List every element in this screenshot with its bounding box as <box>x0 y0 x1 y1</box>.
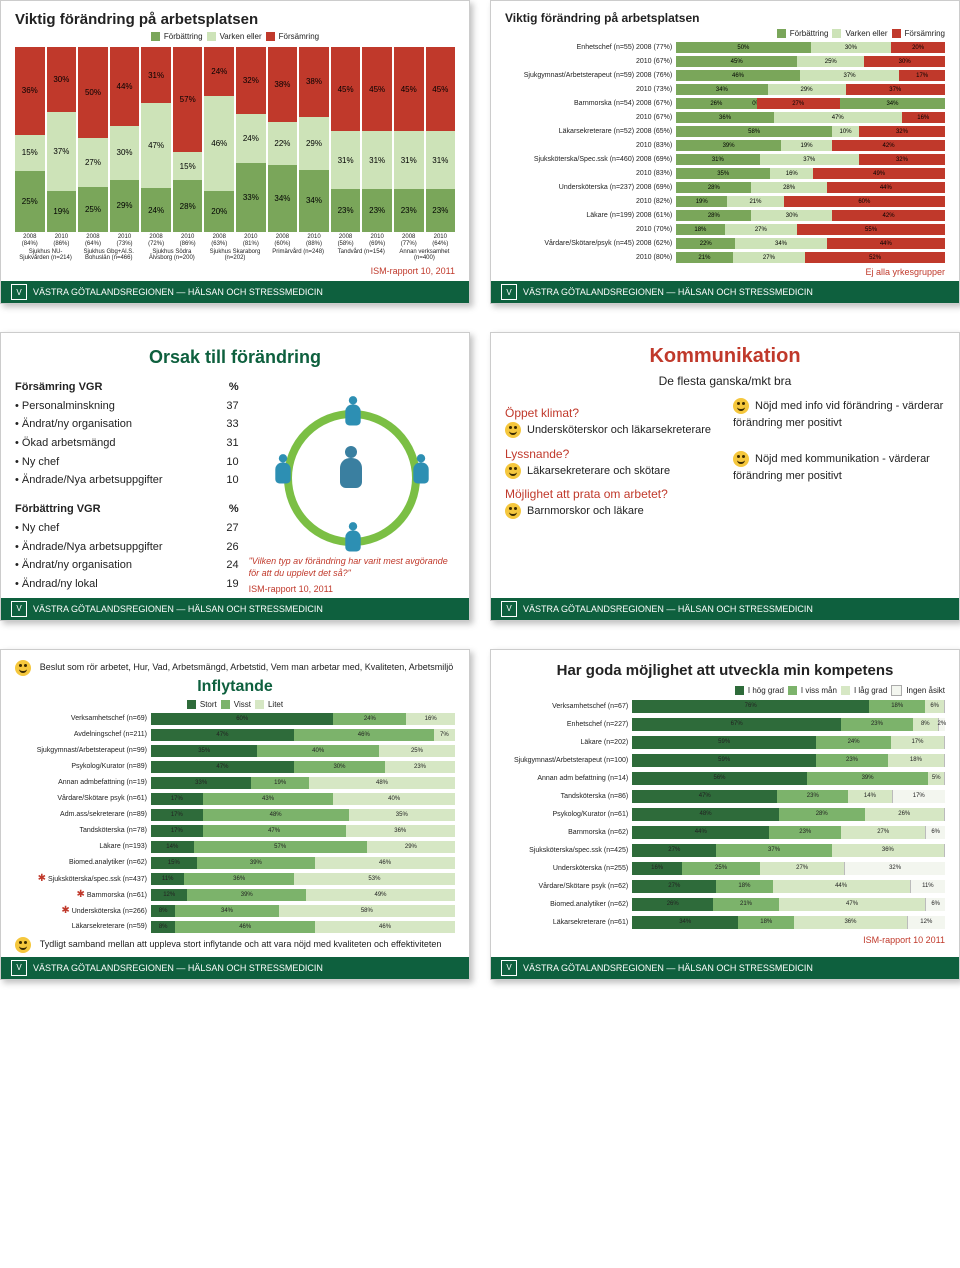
slide-1: Viktig förändring på arbetsplatsen Förbä… <box>0 0 470 304</box>
slide5-top: Beslut som rör arbetet, Hur, Vad, Arbets… <box>15 660 455 676</box>
slide5-bottom: Tydligt samband mellan att uppleva stort… <box>15 937 455 953</box>
vgr-logo-icon: V <box>501 960 517 976</box>
slide4-right: Nöjd med info vid förändring - värderar … <box>733 398 945 520</box>
slide5-rows: Verksamhetschef (n=69)60%24%16%Avdelning… <box>15 713 455 933</box>
slide-5: Beslut som rör arbetet, Hur, Vad, Arbets… <box>0 649 470 980</box>
vgr-logo-icon: V <box>501 601 517 617</box>
smiley-icon <box>15 937 31 953</box>
slide2-legend: Förbättring Varken eller Försämring <box>505 29 945 38</box>
footer-text: VÄSTRA GÖTALANDSREGIONEN — HÄLSAN OCH ST… <box>33 604 323 614</box>
slide-footer: V VÄSTRA GÖTALANDSREGIONEN — HÄLSAN OCH … <box>1 598 469 620</box>
slide1-legend: Förbättring Varken eller Försämring <box>15 32 455 41</box>
footer-text: VÄSTRA GÖTALANDSREGIONEN — HÄLSAN OCH ST… <box>33 287 323 297</box>
slide2-title: Viktig förändring på arbetsplatsen <box>505 11 945 25</box>
slide-footer: V VÄSTRA GÖTALANDSREGIONEN — HÄLSAN OCH … <box>1 957 469 979</box>
slide-footer: V VÄSTRA GÖTALANDSREGIONEN — HÄLSAN OCH … <box>491 281 959 303</box>
slide3-note: ISM-rapport 10, 2011 <box>249 584 455 594</box>
slide1-xlabels: 2008 (84%)2010 (86%)2008 (64%)2010 (73%)… <box>15 234 455 247</box>
slide-footer: V VÄSTRA GÖTALANDSREGIONEN — HÄLSAN OCH … <box>491 598 959 620</box>
slide-4: Kommunikation De flesta ganska/mkt bra Ö… <box>490 332 960 621</box>
slide6-note: ISM-rapport 10 2011 <box>505 935 945 945</box>
vgr-logo-icon: V <box>11 960 27 976</box>
slide4-left: Öppet klimat?Undersköterskor och läkarse… <box>505 398 717 520</box>
slide6-title: Har goda möjlighet att utveckla min komp… <box>505 662 945 679</box>
slide5-title: Inflytande <box>15 678 455 696</box>
slide-6: Har goda möjlighet att utveckla min komp… <box>490 649 960 980</box>
slide4-title: Kommunikation <box>505 345 945 368</box>
footer-text: VÄSTRA GÖTALANDSREGIONEN — HÄLSAN OCH ST… <box>523 604 813 614</box>
slide1-bars: 25%15%36%19%37%30%25%27%50%29%30%44%24%4… <box>15 47 455 232</box>
slide3-lists: Försämring VGR% • Personalminskning37• Ä… <box>15 378 239 594</box>
slide1-note: ISM-rapport 10, 2011 <box>15 266 455 276</box>
footer-text: VÄSTRA GÖTALANDSREGIONEN — HÄLSAN OCH ST… <box>33 963 323 973</box>
people-circle-icon <box>284 410 420 546</box>
slide4-sub: De flesta ganska/mkt bra <box>505 374 945 388</box>
slide1-groups: Sjukhus NU-Sjukvården (n=214)Sjukhus Gbg… <box>15 249 455 262</box>
slide2-rows: Enhetschef (n=55) 2008 (77%)50%30%20%201… <box>505 42 945 263</box>
slide6-legend: I hög grad I viss mån I låg grad Ingen å… <box>505 685 945 696</box>
slide3-title: Orsak till förändring <box>15 347 455 368</box>
slide5-legend: Stort Visst Litet <box>15 700 455 709</box>
footer-text: VÄSTRA GÖTALANDSREGIONEN — HÄLSAN OCH ST… <box>523 287 813 297</box>
slide6-rows: Verksamhetschef (n=67)76%18%6%Enhetschef… <box>505 700 945 929</box>
slide-2: Viktig förändring på arbetsplatsen Förbä… <box>490 0 960 304</box>
smiley-icon <box>15 660 31 676</box>
vgr-logo-icon: V <box>11 601 27 617</box>
slide-3: Orsak till förändring Försämring VGR% • … <box>0 332 470 621</box>
footer-text: VÄSTRA GÖTALANDSREGIONEN — HÄLSAN OCH ST… <box>523 963 813 973</box>
vgr-logo-icon: V <box>11 284 27 300</box>
slide3-quote: "Vilken typ av förändring har varit mest… <box>249 556 455 579</box>
slide2-note: Ej alla yrkesgrupper <box>505 267 945 277</box>
vgr-logo-icon: V <box>501 284 517 300</box>
slide1-title: Viktig förändring på arbetsplatsen <box>15 11 455 28</box>
slide-footer: V VÄSTRA GÖTALANDSREGIONEN — HÄLSAN OCH … <box>1 281 469 303</box>
slide-footer: V VÄSTRA GÖTALANDSREGIONEN — HÄLSAN OCH … <box>491 957 959 979</box>
